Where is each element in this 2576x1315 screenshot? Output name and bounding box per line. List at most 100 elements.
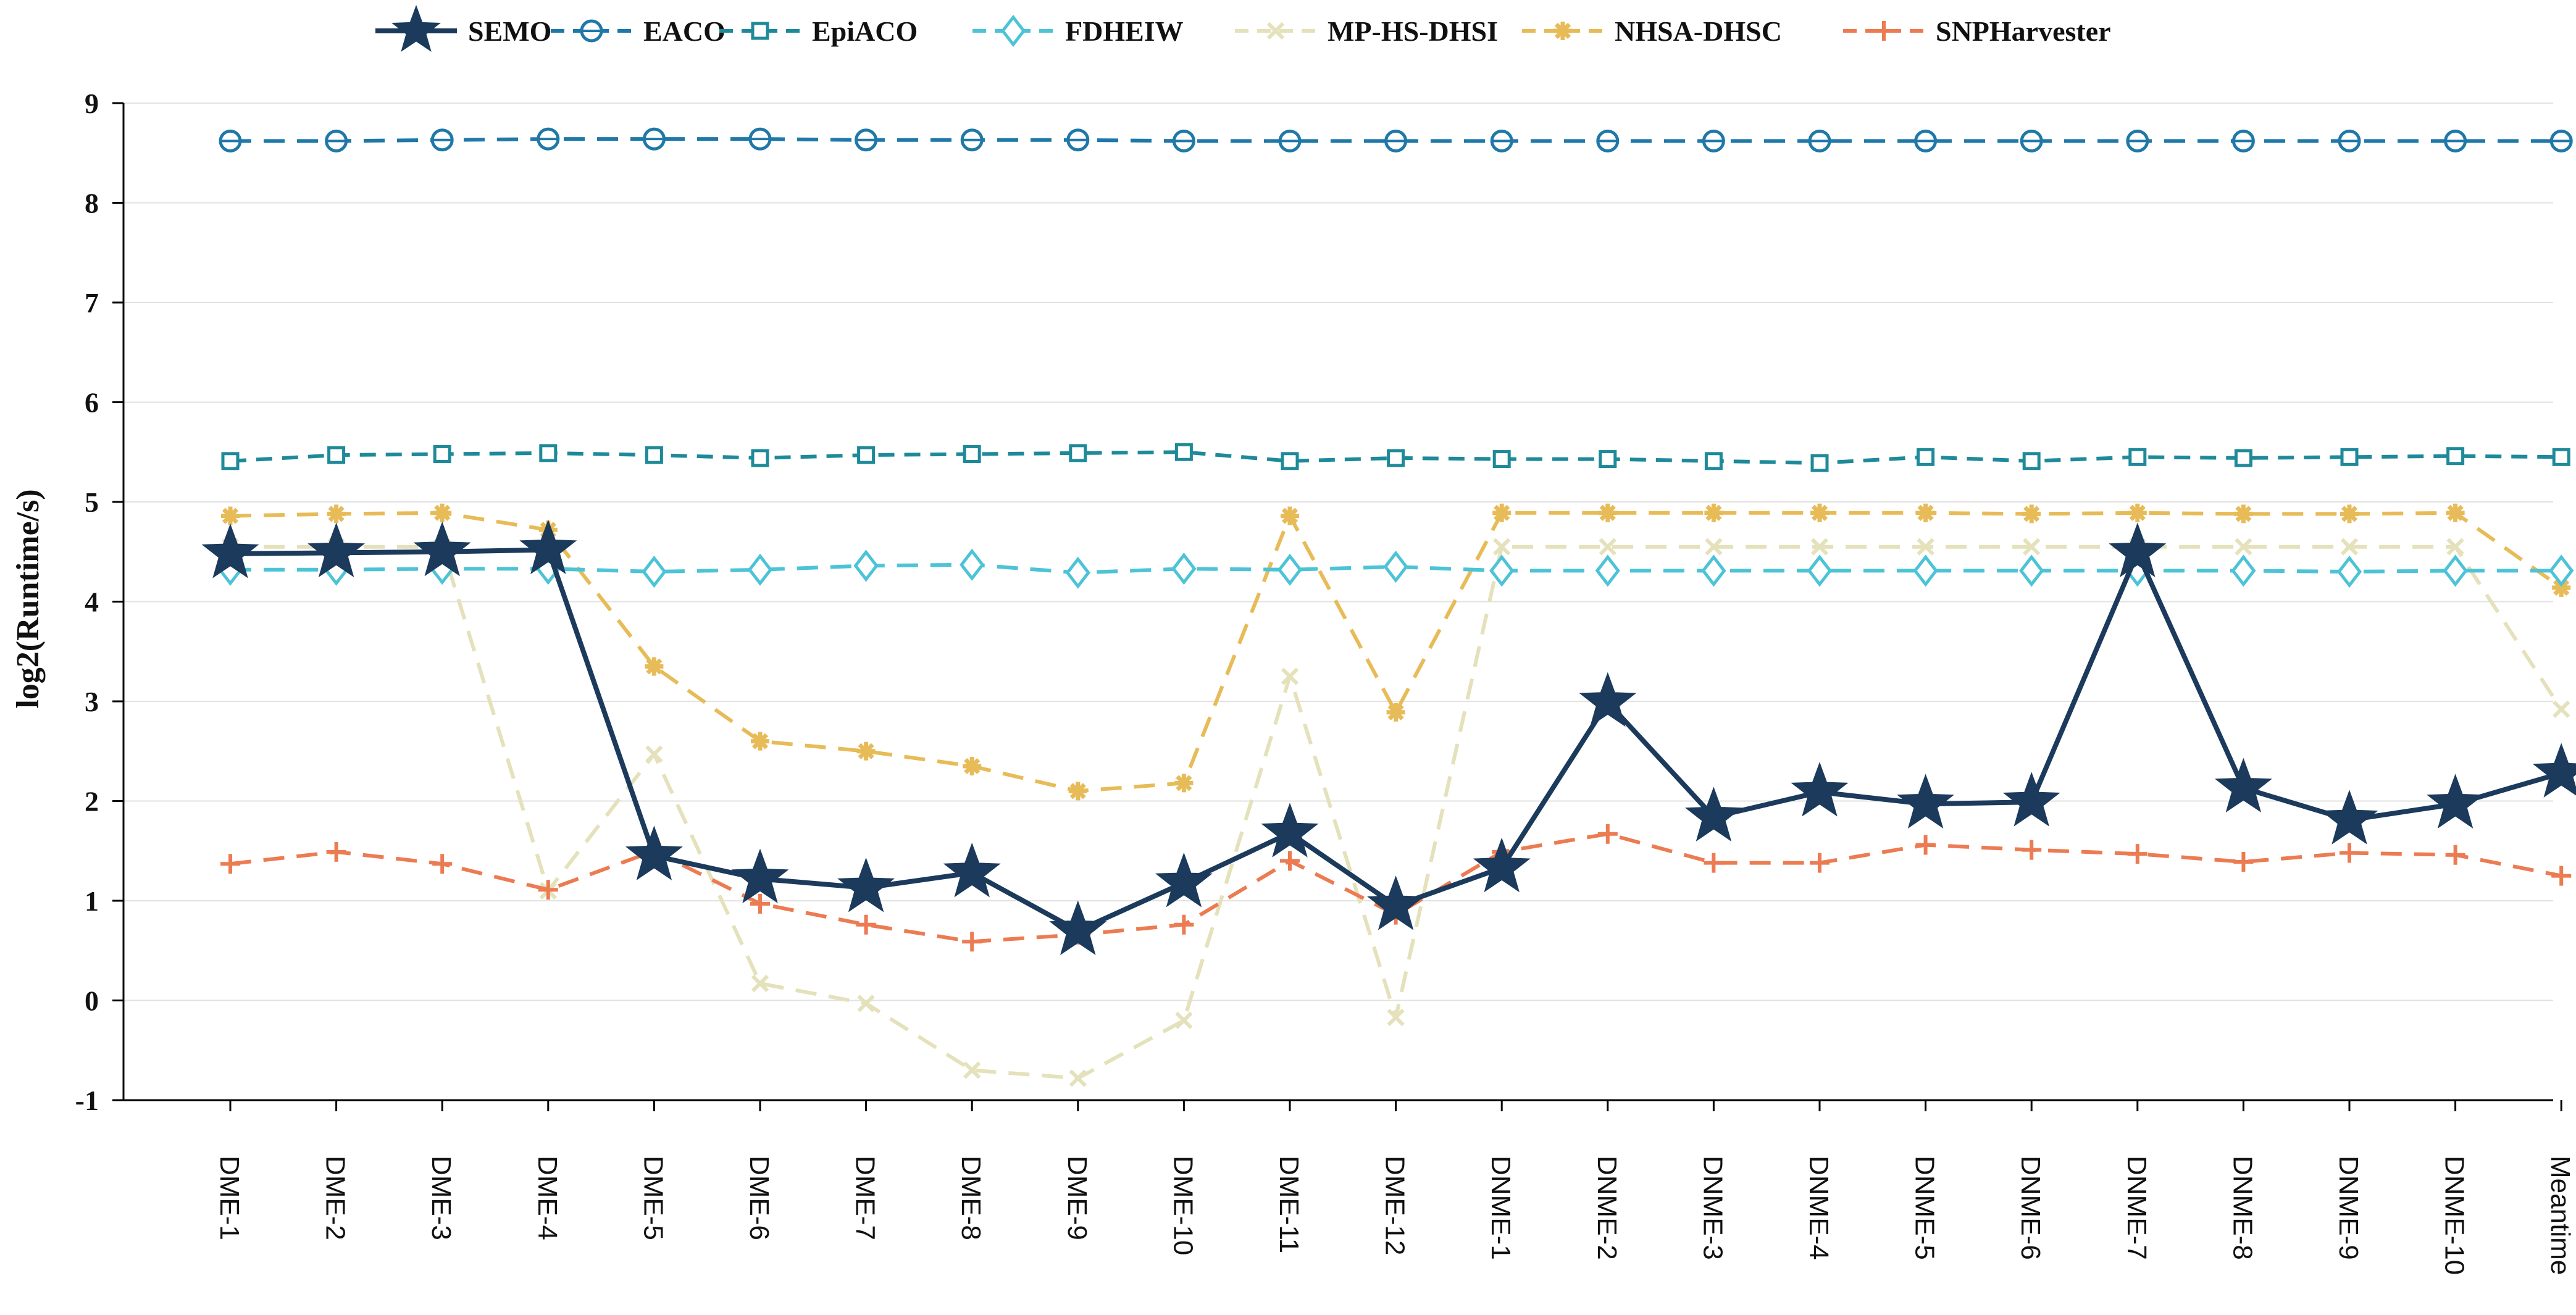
series-line-nhsa-dhsc <box>230 511 2562 793</box>
x-tick-label: DME-8 <box>956 1156 986 1240</box>
y-tick-label: 1 <box>85 885 99 917</box>
data-point-semo <box>731 848 789 904</box>
data-point-epiaco <box>1704 452 1723 470</box>
x-tick-label: DNME-8 <box>2227 1156 2257 1260</box>
data-point-mp-hs-dhsi <box>1175 1011 1193 1029</box>
data-point-semo <box>1791 762 1849 817</box>
data-point-nhsa-dhsc <box>2022 504 2041 524</box>
data-point-fdheiw <box>1913 554 1938 587</box>
x-tick-label: DME-10 <box>1168 1156 1198 1255</box>
y-tick-label: 8 <box>85 188 99 219</box>
data-point-snpharvester <box>2233 852 2254 872</box>
data-point-eaco <box>430 128 454 152</box>
y-tick-label: -1 <box>75 1085 99 1116</box>
data-point-semo <box>413 521 471 577</box>
legend-label-nhsa-dhsc: NHSA-DHSC <box>1615 15 1782 47</box>
data-point-epiaco <box>2128 448 2147 466</box>
data-point-nhsa-dhsc <box>1174 774 1194 793</box>
y-tick-label: 3 <box>85 686 99 717</box>
data-point-mp-hs-dhsi <box>2023 538 2041 556</box>
legend-item-eaco: EACO <box>551 15 726 47</box>
data-point-mp-hs-dhsi <box>1810 538 1829 556</box>
legend-marker-eaco <box>580 19 603 43</box>
legend-marker-mp-hs-dhsi <box>1266 22 1285 40</box>
data-point-epiaco <box>1069 444 1087 462</box>
data-point-eaco <box>1596 129 1620 152</box>
data-point-semo <box>943 842 1001 898</box>
legend-marker-nhsa-dhsc <box>1554 22 1572 40</box>
legend: SEMO EACO EpiACO FDHEIW MP-HS-DHSI NHSA-DHSC S… <box>375 4 2111 52</box>
legend-marker-epiaco <box>751 22 769 40</box>
series-fdheiw <box>217 548 2574 589</box>
data-point-nhsa-dhsc <box>1810 503 1829 522</box>
x-tick-label: DNME-1 <box>1486 1156 1516 1260</box>
data-point-nhsa-dhsc <box>2234 504 2253 524</box>
data-point-fdheiw <box>2019 554 2044 587</box>
data-point-snpharvester <box>2445 845 2465 865</box>
data-point-epiaco <box>963 445 981 463</box>
data-point-snpharvester <box>538 880 558 900</box>
data-point-epiaco <box>857 446 876 464</box>
y-tick-labels: -1 0 1 2 3 4 5 6 7 8 9 <box>75 88 123 1116</box>
data-point-fdheiw <box>1277 553 1303 586</box>
data-point-fdheiw <box>853 549 879 582</box>
data-point-fdheiw <box>1383 550 1408 583</box>
data-point-fdheiw <box>747 553 773 586</box>
data-point-eaco <box>2231 129 2255 152</box>
data-point-eaco <box>325 129 348 152</box>
data-point-mp-hs-dhsi <box>857 995 875 1012</box>
data-point-nhsa-dhsc <box>1281 506 1299 525</box>
data-point-snpharvester <box>2022 840 2042 860</box>
data-point-eaco <box>748 127 772 151</box>
data-point-epiaco <box>2552 448 2570 466</box>
data-point-eaco <box>1702 129 1725 152</box>
x-tick-label: DME-3 <box>426 1156 456 1240</box>
legend-label-snpharvester: SNPHarvester <box>1936 15 2111 47</box>
data-point-eaco <box>855 128 878 152</box>
data-point-nhsa-dhsc <box>221 506 240 525</box>
data-point-fdheiw <box>2443 554 2468 587</box>
data-point-epiaco <box>433 445 451 463</box>
legend-item-fdheiw: FDHEIW <box>972 14 1184 48</box>
data-point-fdheiw <box>1701 554 1726 587</box>
data-point-fdheiw <box>1065 556 1090 589</box>
data-point-snpharvester <box>962 932 982 952</box>
data-point-nhsa-dhsc <box>2446 503 2465 522</box>
y-tick-label: 7 <box>85 287 99 319</box>
data-point-eaco <box>1490 129 1513 152</box>
data-point-epiaco <box>1917 448 1935 466</box>
x-tick-label: DNME-7 <box>2122 1156 2152 1260</box>
data-point-epiaco <box>2022 452 2041 470</box>
data-point-eaco <box>1808 129 1831 152</box>
data-point-nhsa-dhsc <box>2552 578 2571 597</box>
legend-marker-fdheiw <box>1000 14 1026 48</box>
x-tick-label: DME-11 <box>1274 1156 1304 1253</box>
data-point-snpharvester <box>432 854 453 874</box>
data-point-semo <box>201 524 259 578</box>
series-line-semo <box>230 547 2562 933</box>
x-tick-label: DNME-3 <box>1697 1156 1728 1260</box>
series-line-eaco <box>230 137 2562 143</box>
data-point-epiaco <box>1599 450 1617 469</box>
x-tick-label: DNME-9 <box>2333 1156 2364 1260</box>
series-epiaco <box>221 443 2570 472</box>
data-point-nhsa-dhsc <box>1916 503 1935 522</box>
data-point-eaco <box>1384 129 1408 152</box>
data-point-eaco <box>1066 128 1090 152</box>
x-tick-label: DME-9 <box>1062 1156 1092 1240</box>
data-point-nhsa-dhsc <box>2128 503 2147 522</box>
data-point-nhsa-dhsc <box>1492 503 1512 522</box>
data-point-semo <box>1049 900 1107 956</box>
data-point-fdheiw <box>1489 554 1515 587</box>
data-point-fdheiw <box>2549 554 2574 587</box>
series-line-fdheiw <box>230 562 2562 575</box>
series-line-mp-hs-dhsi <box>230 545 2563 1080</box>
x-tick-label: Meantime <box>2545 1156 2575 1275</box>
data-point-semo <box>1155 852 1213 908</box>
data-point-epiaco <box>2234 449 2252 467</box>
data-point-semo <box>625 825 683 880</box>
data-point-epiaco <box>751 449 769 467</box>
data-point-epiaco <box>1281 452 1299 470</box>
data-point-epiaco <box>1492 450 1511 469</box>
